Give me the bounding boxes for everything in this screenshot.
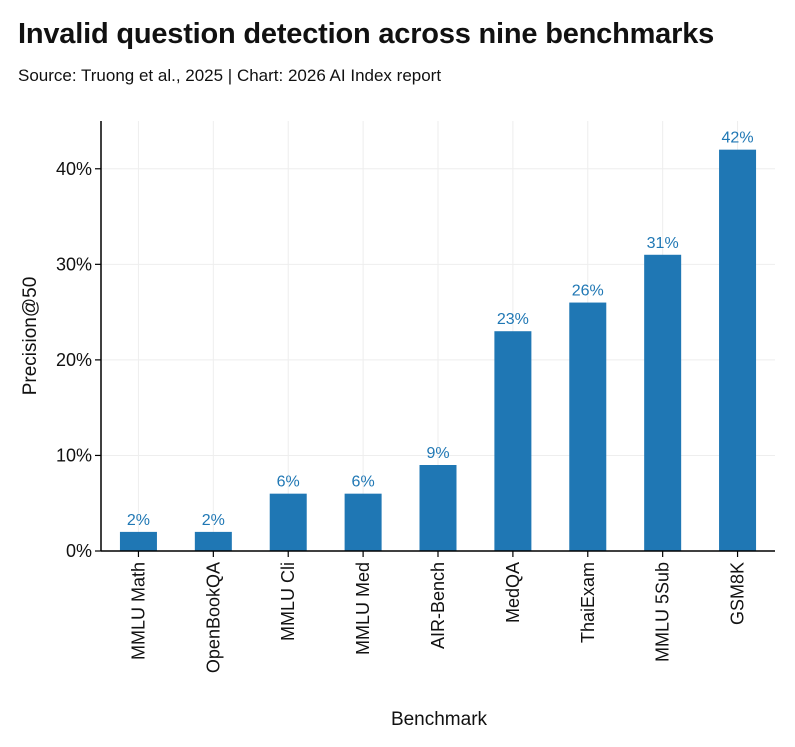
chart-title: Invalid question detection across nine b… xyxy=(18,18,715,50)
x-tick-label: MedQA xyxy=(503,562,523,623)
x-tick-label: MMLU Math xyxy=(128,562,148,660)
bar-value-label: 23% xyxy=(497,311,529,328)
bar-value-label: 26% xyxy=(572,283,604,300)
x-tick-label: MMLU Cli xyxy=(278,562,298,641)
bar xyxy=(419,465,457,551)
bar xyxy=(269,493,307,551)
y-tick-label: 30% xyxy=(56,254,92,274)
y-axis-title: Precision@50 xyxy=(20,277,41,396)
bar xyxy=(119,531,157,551)
bar-value-label: 42% xyxy=(722,130,754,147)
x-tick-label: ThaiExam xyxy=(578,562,598,643)
x-axis-title: Benchmark xyxy=(391,709,488,730)
y-tick-label: 10% xyxy=(56,445,92,465)
bars xyxy=(119,149,757,551)
data-labels: 2% 2% 6% 6% 9% 23% 26% 31% 42% xyxy=(127,130,754,529)
bar xyxy=(344,493,382,551)
x-tick-label: GSM8K xyxy=(728,562,748,625)
x-tick-label: MMLU Med xyxy=(353,562,373,655)
x-tick-label: OpenBookQA xyxy=(203,562,223,673)
bar-value-label: 2% xyxy=(202,512,225,529)
x-tick-label: AIR-Bench xyxy=(428,562,448,649)
chart-subtitle: Source: Truong et al., 2025 | Chart: 202… xyxy=(18,66,442,85)
bar xyxy=(569,302,607,551)
bar-value-label: 6% xyxy=(277,474,300,491)
bar xyxy=(644,254,682,551)
y-tick-label: 0% xyxy=(66,541,92,561)
bar-value-label: 31% xyxy=(647,235,679,252)
x-tick-label: MMLU 5Sub xyxy=(653,562,673,662)
axes: 0% 10% 20% 30% 40% MMLU Math OpenBookQA MMLU Cl… xyxy=(56,121,775,673)
y-tick-label: 20% xyxy=(56,350,92,370)
bar xyxy=(494,331,532,551)
bar-value-label: 2% xyxy=(127,512,150,529)
bar xyxy=(194,531,232,551)
bar xyxy=(719,149,757,551)
bar-value-label: 6% xyxy=(352,474,375,491)
bar-value-label: 9% xyxy=(426,445,449,462)
y-tick-label: 40% xyxy=(56,159,92,179)
